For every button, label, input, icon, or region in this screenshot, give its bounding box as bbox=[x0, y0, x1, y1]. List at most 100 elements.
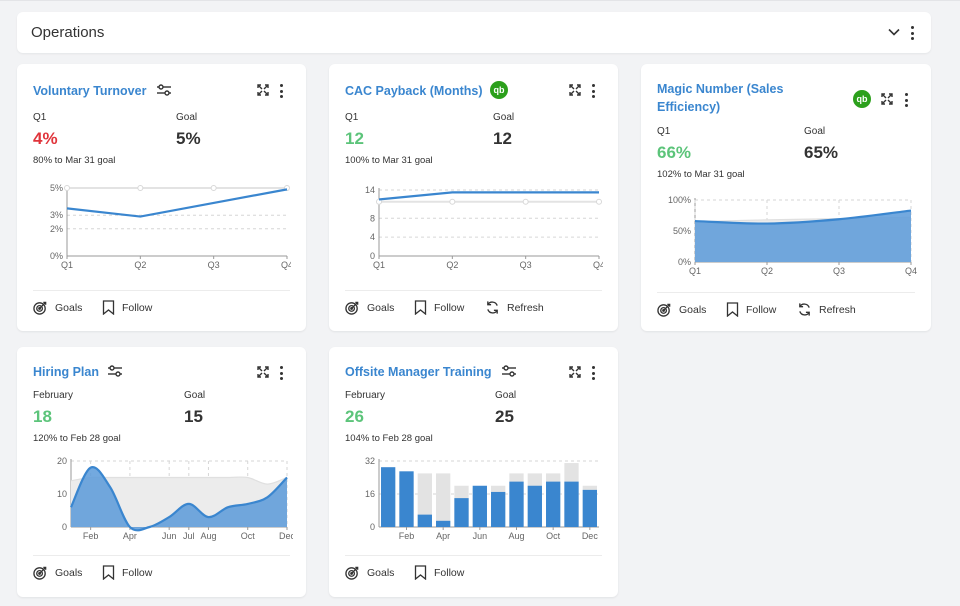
goal-point bbox=[449, 198, 456, 205]
chart: 14 8 4 0Q1 Q2 Q3 Q4 bbox=[365, 185, 603, 270]
card-title[interactable]: Voluntary Turnover bbox=[33, 84, 147, 98]
follow-label: Follow bbox=[122, 566, 153, 579]
goal-progress: 100% to Mar 31 goal bbox=[345, 155, 433, 166]
follow-button[interactable]: Follow bbox=[102, 565, 152, 580]
card-more-icon[interactable] bbox=[905, 93, 909, 107]
operations-section-header[interactable]: Operations bbox=[17, 12, 931, 53]
sliders-icon[interactable] bbox=[501, 363, 517, 379]
current-value: 66% bbox=[657, 143, 692, 162]
goal-progress: 104% to Feb 28 goal bbox=[345, 433, 433, 444]
expand-icon[interactable] bbox=[257, 366, 269, 378]
goal-value: 65% bbox=[804, 143, 839, 162]
expand-icon[interactable] bbox=[569, 366, 581, 378]
y-tick-label: 5% bbox=[50, 183, 63, 193]
target-icon bbox=[345, 566, 359, 580]
refresh-label: Refresh bbox=[819, 303, 856, 316]
card-title[interactable]: CAC Payback (Months) bbox=[345, 84, 483, 98]
goal-value: 12 bbox=[493, 129, 512, 148]
y-tick-label: 4 bbox=[370, 232, 375, 242]
x-tick-label: Q4 bbox=[593, 260, 603, 270]
period-label: February bbox=[345, 390, 386, 401]
goals-button[interactable]: Goals bbox=[345, 300, 394, 315]
y-tick-label: 20 bbox=[57, 456, 67, 466]
goals-button[interactable]: Goals bbox=[33, 565, 82, 580]
x-tick-label: Q2 bbox=[134, 260, 146, 270]
follow-button[interactable]: Follow bbox=[414, 300, 464, 315]
period-label: February bbox=[33, 390, 74, 401]
period-label: Q1 bbox=[657, 126, 671, 137]
x-tick-label: Q3 bbox=[208, 260, 220, 270]
x-tick-label: Q2 bbox=[761, 266, 773, 276]
refresh-button[interactable]: Refresh bbox=[485, 300, 544, 315]
metric-card-offsite-manager-training: Offsite Manager Training February Goal 2… bbox=[329, 347, 618, 597]
x-tick-label: Aug bbox=[200, 531, 216, 541]
card-title[interactable]: Magic Number (Sales Efficiency) bbox=[657, 82, 784, 114]
y-tick-label: 0 bbox=[370, 251, 375, 261]
chevron-down-icon[interactable] bbox=[887, 25, 901, 39]
target-icon bbox=[657, 303, 671, 317]
goal-point bbox=[596, 198, 602, 205]
metric-card-magic-number: Magic Number (Sales Efficiency) qb Q1 Go… bbox=[641, 64, 931, 331]
y-tick-label: 10 bbox=[57, 489, 67, 499]
refresh-button[interactable]: Refresh bbox=[797, 302, 856, 317]
goal-label: Goal bbox=[493, 112, 515, 123]
goal-label: Goal bbox=[804, 126, 826, 137]
section-more-icon[interactable] bbox=[911, 26, 915, 40]
sliders-icon[interactable] bbox=[107, 363, 123, 379]
goals-label: Goals bbox=[367, 301, 395, 314]
bookmark-icon bbox=[414, 565, 427, 580]
follow-button[interactable]: Follow bbox=[414, 565, 464, 580]
x-tick-label: Jul bbox=[183, 531, 195, 541]
bookmark-icon bbox=[726, 302, 739, 317]
sliders-icon[interactable] bbox=[156, 82, 172, 98]
target-icon bbox=[33, 301, 47, 315]
bookmark-icon bbox=[102, 300, 115, 315]
x-tick-label: Q2 bbox=[446, 260, 458, 270]
x-tick-label: Q1 bbox=[689, 266, 701, 276]
x-tick-label: Q3 bbox=[520, 260, 532, 270]
x-tick-label: Q4 bbox=[905, 266, 917, 276]
divider bbox=[33, 555, 290, 556]
goal-point bbox=[137, 185, 144, 191]
bar bbox=[491, 491, 506, 527]
card-title[interactable]: Hiring Plan bbox=[33, 365, 99, 379]
card-more-icon[interactable] bbox=[280, 84, 284, 98]
expand-icon[interactable] bbox=[881, 93, 893, 105]
top-border bbox=[0, 0, 960, 1]
goal-label: Goal bbox=[184, 390, 206, 401]
goals-button[interactable]: Goals bbox=[345, 565, 394, 580]
x-tick-label: Apr bbox=[123, 531, 137, 541]
divider bbox=[657, 292, 915, 293]
bar bbox=[527, 485, 542, 527]
card-more-icon[interactable] bbox=[592, 366, 596, 380]
refresh-icon bbox=[799, 303, 810, 316]
goal-bar bbox=[436, 473, 451, 527]
goal-value: 25 bbox=[495, 407, 514, 426]
bar bbox=[454, 498, 469, 527]
metric-card-cac-payback: CAC Payback (Months) qb Q1 Goal 12 12 10… bbox=[329, 64, 618, 331]
goals-button[interactable]: Goals bbox=[657, 302, 706, 317]
card-more-icon[interactable] bbox=[280, 366, 284, 380]
expand-icon[interactable] bbox=[257, 84, 269, 96]
goals-label: Goals bbox=[55, 301, 83, 314]
follow-button[interactable]: Follow bbox=[102, 300, 152, 315]
follow-label: Follow bbox=[434, 301, 465, 314]
x-tick-label: Jun bbox=[162, 531, 177, 541]
bar bbox=[546, 481, 561, 527]
card-more-icon[interactable] bbox=[592, 84, 596, 98]
bar bbox=[564, 481, 579, 527]
expand-icon[interactable] bbox=[569, 84, 581, 96]
y-tick-label: 8 bbox=[370, 213, 375, 223]
bar bbox=[472, 485, 487, 527]
card-title[interactable]: Offsite Manager Training bbox=[345, 365, 492, 379]
goal-value: 5% bbox=[176, 129, 201, 148]
bar bbox=[381, 467, 396, 527]
x-tick-label: Apr bbox=[436, 531, 450, 541]
x-tick-label: Feb bbox=[83, 531, 99, 541]
follow-button[interactable]: Follow bbox=[726, 302, 776, 317]
goal-progress: 120% to Feb 28 goal bbox=[33, 433, 121, 444]
goal-point bbox=[522, 198, 529, 205]
current-value: 12 bbox=[345, 129, 364, 148]
bookmark-icon bbox=[414, 300, 427, 315]
goals-button[interactable]: Goals bbox=[33, 300, 82, 315]
